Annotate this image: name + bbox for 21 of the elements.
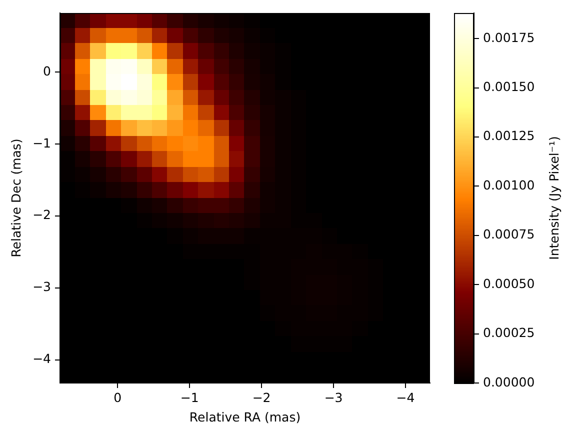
color-bar-label: 0.00000 <box>483 374 535 390</box>
y-tick-label: −4 <box>32 351 52 366</box>
x-axis-title: Relative RA (mas) <box>189 409 301 424</box>
color-bar-label: 0.00025 <box>483 325 535 340</box>
color-bar-label: 0.00075 <box>483 226 535 242</box>
y-tick-label: −2 <box>32 207 51 222</box>
color-bar-label: 0.00050 <box>483 276 535 291</box>
color-bar-title: Intensity (Jy Pixel⁻¹) <box>546 136 562 260</box>
x-tick-label: −3 <box>324 390 343 405</box>
y-axis-title: Relative Dec (mas) <box>8 138 24 258</box>
y-tick-label: 0 <box>43 63 52 78</box>
x-tick-label: −1 <box>180 390 199 405</box>
x-tick-label: −4 <box>396 390 415 405</box>
color-bar-label: 0.00150 <box>483 79 535 94</box>
x-tick-label: 0 <box>114 390 122 405</box>
y-tick-label: −3 <box>32 279 51 294</box>
y-tick-label: −1 <box>32 135 51 150</box>
color-bar-label: 0.00175 <box>483 30 535 45</box>
color-bar-label: 0.00125 <box>483 128 535 144</box>
color-bar-label: 0.00100 <box>483 177 535 192</box>
x-tick-label: −2 <box>252 390 271 405</box>
